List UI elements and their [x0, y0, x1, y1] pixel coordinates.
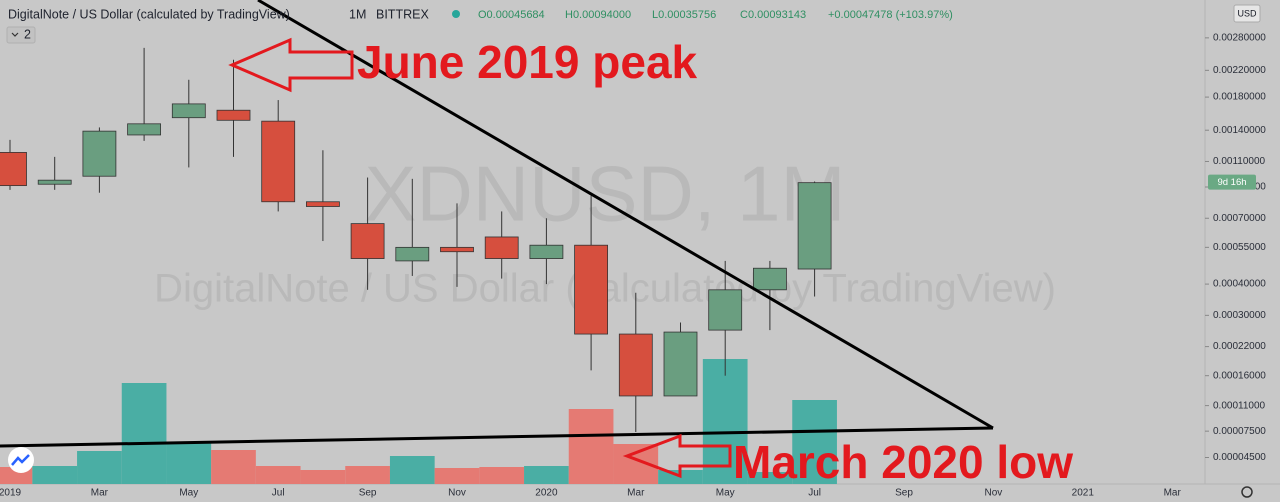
volume-bar: [300, 470, 346, 484]
legend-close: C0.00093143: [740, 9, 806, 21]
candle-body: [618, 333, 653, 397]
x-tick-label: Mar: [91, 488, 109, 499]
price-badge: [1208, 174, 1256, 190]
candle-body: [708, 289, 743, 331]
y-tick-label: 0.00140000: [1213, 125, 1266, 136]
volume-bar: [345, 466, 390, 484]
y-tick-label: 0.00055000: [1213, 242, 1266, 253]
x-tick-label: Sep: [895, 488, 913, 499]
candle-body: [37, 179, 72, 185]
y-tick-label: 0.00030000: [1213, 310, 1266, 321]
candle-body: [395, 246, 430, 262]
candle-body: [574, 244, 608, 335]
candle-body: [753, 267, 787, 291]
volume-bar: [568, 409, 614, 484]
candle-body: [529, 244, 564, 259]
volume-bar: [255, 466, 301, 484]
currency: USD: [1237, 8, 1257, 18]
x-tick-label: Nov: [985, 488, 1003, 499]
candle-body: [305, 201, 340, 207]
candle-body: [82, 130, 117, 177]
y-tick-label: 0.00280000: [1213, 33, 1266, 44]
currency-button[interactable]: [1233, 4, 1261, 23]
candle-body: [350, 223, 385, 259]
indicators-toggle[interactable]: [6, 26, 36, 44]
volume-bar: [77, 451, 122, 484]
y-tick-label: 0.00022000: [1213, 341, 1266, 352]
chevron-icon: [11, 32, 19, 37]
exchange: BITTREX: [376, 7, 429, 21]
arrow: [228, 37, 354, 93]
legend-low: L0.00035756: [652, 9, 716, 21]
logo-glyph: [11, 454, 30, 466]
settings-icon[interactable]: [1241, 486, 1253, 498]
volume-bar: [524, 466, 569, 484]
volume-bar: [389, 456, 435, 484]
trend-line: [257, 0, 994, 430]
candle-body: [171, 103, 206, 119]
candle-body: [127, 123, 161, 136]
volume-bar: [702, 359, 748, 484]
candle-body: [216, 109, 251, 121]
x-tick-label: Sep: [359, 488, 377, 499]
x-tick-label: Jul: [808, 488, 821, 499]
watermark-symbol: XDNUSD, 1M: [364, 150, 845, 238]
annotation: March 2020 low: [733, 436, 1073, 488]
y-tick-label: 0.00180000: [1213, 92, 1266, 103]
candle-body: [261, 120, 296, 203]
volume-bar: [166, 442, 212, 484]
candle-body: [0, 152, 27, 187]
candle-body: [440, 246, 474, 253]
x-tick-label: Mar: [1164, 488, 1182, 499]
x-tick-label: Jul: [272, 488, 285, 499]
y-tick-label: 0.00040000: [1213, 279, 1266, 290]
volume-bar: [211, 450, 256, 484]
indicator-count: 2: [24, 27, 31, 41]
symbol-title[interactable]: DigitalNote / US Dollar (calculated by T…: [8, 7, 290, 21]
candle-body: [484, 236, 519, 259]
y-tick-label: 0.00070000: [1213, 213, 1266, 224]
x-tick-label: Nov: [448, 488, 466, 499]
volume-bar: [792, 400, 837, 484]
volume-bar: [32, 466, 78, 484]
y-tick-label: 0.00220000: [1213, 65, 1266, 76]
market-status: [452, 10, 460, 18]
y-tick-label: 0.00004500: [1213, 452, 1266, 463]
candle-body: [663, 331, 698, 397]
volume-bar: [747, 472, 793, 484]
trend-line: [0, 426, 994, 448]
annotation: June 2019 peak: [357, 36, 698, 88]
x-tick-label: May: [716, 488, 735, 499]
volume-bar: [434, 468, 480, 484]
candle-body: [797, 182, 832, 270]
x-tick-label: Mar: [627, 488, 645, 499]
countdown: 9d 16h: [1217, 177, 1246, 188]
y-tick-label: 0.00110000: [1213, 156, 1266, 167]
legend-open: O0.00045684: [478, 9, 545, 21]
x-tick-label: May: [179, 488, 198, 499]
y-tick-label: 0.00011000: [1213, 400, 1266, 411]
volume-bar: [479, 467, 525, 484]
legend-change: +0.00047478 (+103.97%): [828, 9, 953, 21]
legend-high: H0.00094000: [565, 9, 631, 21]
x-tick-label: 2019: [0, 488, 22, 499]
x-tick-label: 2020: [535, 488, 558, 499]
y-tick-label: 0.00016000: [1213, 370, 1266, 381]
volume-bar: [121, 383, 167, 484]
interval[interactable]: 1M: [349, 7, 366, 21]
y-tick-label: 0.00007500: [1213, 426, 1266, 437]
arrow: [622, 433, 732, 479]
x-tick-label: 2021: [1072, 488, 1095, 499]
